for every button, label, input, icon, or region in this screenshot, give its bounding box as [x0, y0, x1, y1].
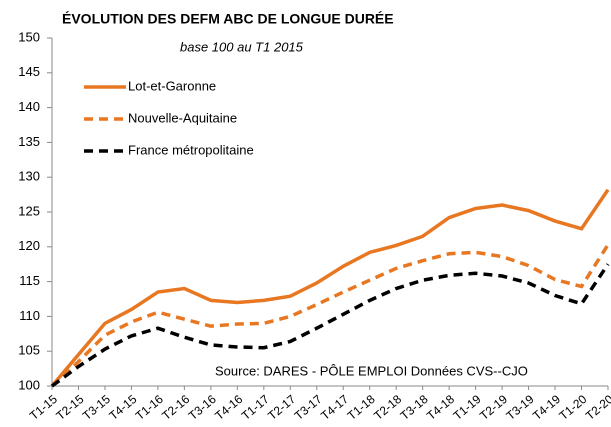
series-line	[50, 188, 610, 388]
x-tick-label: T3-15	[80, 392, 113, 423]
x-tick-label: T2-15	[53, 392, 86, 423]
x-tick-label: T3-17	[292, 392, 325, 423]
y-tick-label: 105	[18, 343, 40, 358]
legend-label: Lot-et-Garonne	[128, 78, 216, 93]
x-tick-label: T3-18	[398, 392, 431, 423]
chart-title: ÉVOLUTION DES DEFM ABC DE LONGUE DURÉE	[62, 11, 394, 27]
y-tick-label: 115	[19, 273, 40, 288]
x-tick-label: T3-16	[186, 392, 219, 423]
x-tick-label: T2-17	[265, 392, 298, 423]
annotation: Source: DARES - PÔLE EMPLOI Données CVS-…	[215, 363, 528, 378]
legend-label: France métropolitaine	[128, 142, 254, 157]
y-tick-label: 110	[19, 308, 40, 323]
y-tick-label: 100	[18, 377, 40, 392]
x-tick-label: T4-18	[424, 392, 457, 423]
x-tick-label: T2-18	[371, 392, 404, 423]
y-tick-label: 125	[18, 203, 40, 218]
y-tick-label: 140	[18, 99, 40, 114]
x-tick-label: T3-19	[504, 392, 537, 423]
y-tick-label: 120	[18, 238, 40, 253]
x-tick-label: T4-16	[212, 392, 245, 423]
x-tick-label: T2-20	[583, 392, 611, 423]
y-tick-label: 145	[18, 64, 40, 79]
legend-label: Nouvelle-Aquitaine	[128, 110, 237, 125]
x-tick-label: T1-15	[27, 392, 60, 423]
x-tick-label: T1-19	[451, 392, 484, 423]
y-tick-label: 130	[18, 169, 40, 184]
x-tick-label: T1-18	[345, 392, 378, 423]
x-tick-label: T2-16	[159, 392, 192, 423]
x-tick-label: T4-19	[530, 392, 563, 423]
x-tick-label: T1-17	[239, 392, 272, 423]
series-line	[50, 263, 610, 388]
chart-subtitle: base 100 au T1 2015	[180, 39, 304, 54]
x-tick-label: T1-20	[556, 392, 589, 423]
y-tick-label: 135	[18, 134, 40, 149]
x-tick-label: T4-17	[318, 392, 351, 423]
y-tick-label: 150	[18, 29, 40, 44]
x-tick-label: T4-15	[106, 392, 139, 423]
x-tick-label: T1-16	[133, 392, 166, 423]
x-tick-label: T2-19	[477, 392, 510, 423]
